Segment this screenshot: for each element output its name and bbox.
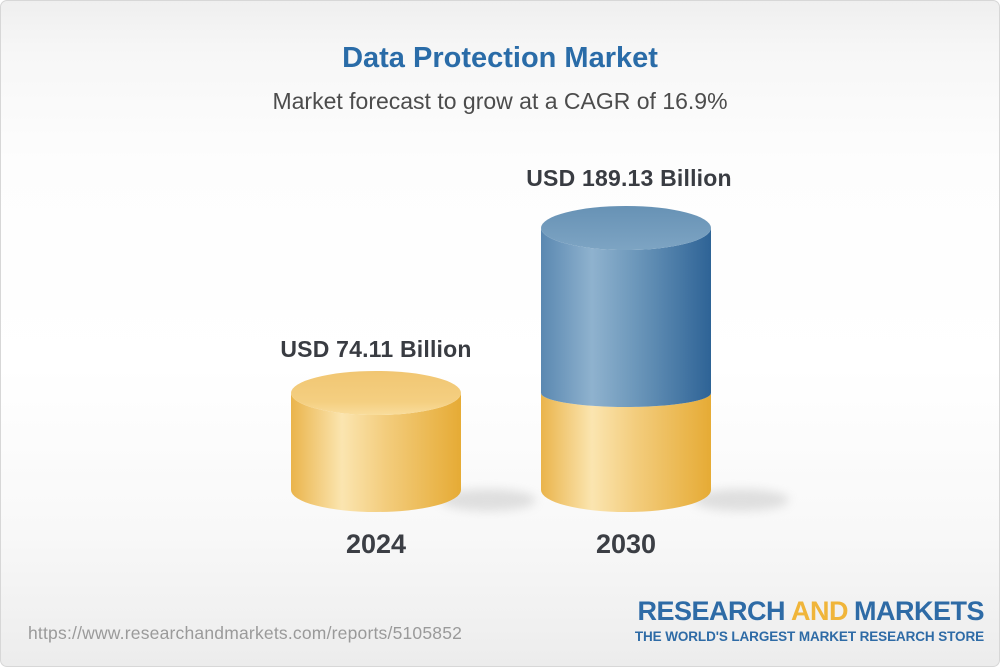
cylinder-2024-shadow bbox=[440, 489, 536, 511]
axis-label-2030: 2030 bbox=[595, 529, 657, 559]
logo-wordmark: RESEARCH AND MARKETS bbox=[635, 598, 984, 625]
value-label-2030: USD 189.13 Billion bbox=[526, 165, 732, 191]
logo-tagline: THE WORLD'S LARGEST MARKET RESEARCH STOR… bbox=[634, 629, 984, 644]
cylinder-2030-growth-segment bbox=[541, 228, 711, 407]
page-title: Data Protection Market bbox=[342, 42, 658, 74]
logo-word-and: AND bbox=[791, 596, 849, 626]
cylinder-2024 bbox=[291, 371, 461, 512]
logo-word-markets: MARKETS bbox=[854, 596, 985, 626]
axis-label-2024: 2024 bbox=[345, 529, 407, 559]
page-subtitle: Market forecast to grow at a CAGR of 16.… bbox=[272, 88, 728, 114]
report-url: https://www.researchandmarkets.com/repor… bbox=[28, 623, 463, 643]
logo-word-research: RESEARCH bbox=[637, 596, 785, 626]
value-label-2024: USD 74.11 Billion bbox=[280, 336, 472, 362]
cylinder-2030-shadow bbox=[693, 489, 789, 511]
research-and-markets-logo: RESEARCH AND MARKETS THE WORLD'S LARGEST M… bbox=[634, 598, 985, 644]
cylinder-2030 bbox=[541, 206, 711, 512]
cylinder-2030-base-segment bbox=[541, 393, 711, 512]
